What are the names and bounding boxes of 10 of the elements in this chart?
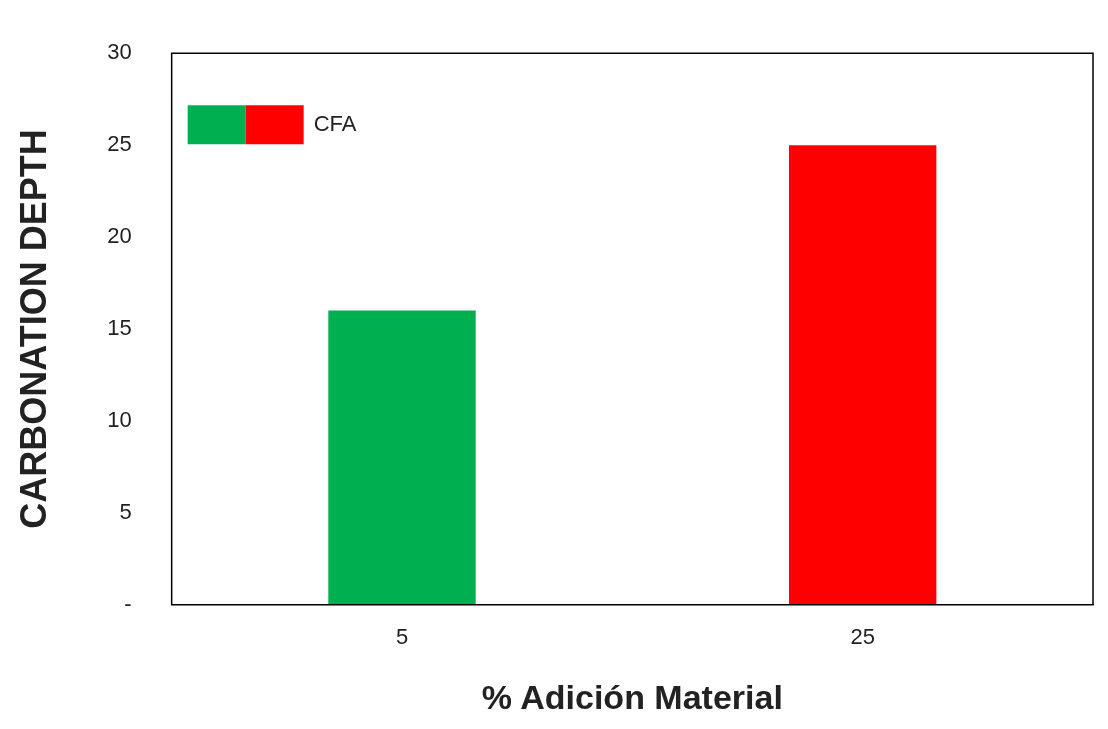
y-tick-label: 20	[107, 223, 132, 249]
y-tick-label: 15	[107, 315, 132, 341]
y-tick-label: 25	[107, 131, 132, 157]
y-tick-label: 10	[107, 407, 132, 432]
legend-label: CFA	[313, 110, 357, 136]
x-axis-title: % Adición Material	[481, 677, 783, 716]
y-axis-title: CARBONATION DEPTH	[12, 129, 54, 529]
y-tick-label: 30	[107, 39, 132, 65]
y-tick-label: -	[124, 590, 132, 616]
y-tick-label: 5	[119, 498, 132, 524]
